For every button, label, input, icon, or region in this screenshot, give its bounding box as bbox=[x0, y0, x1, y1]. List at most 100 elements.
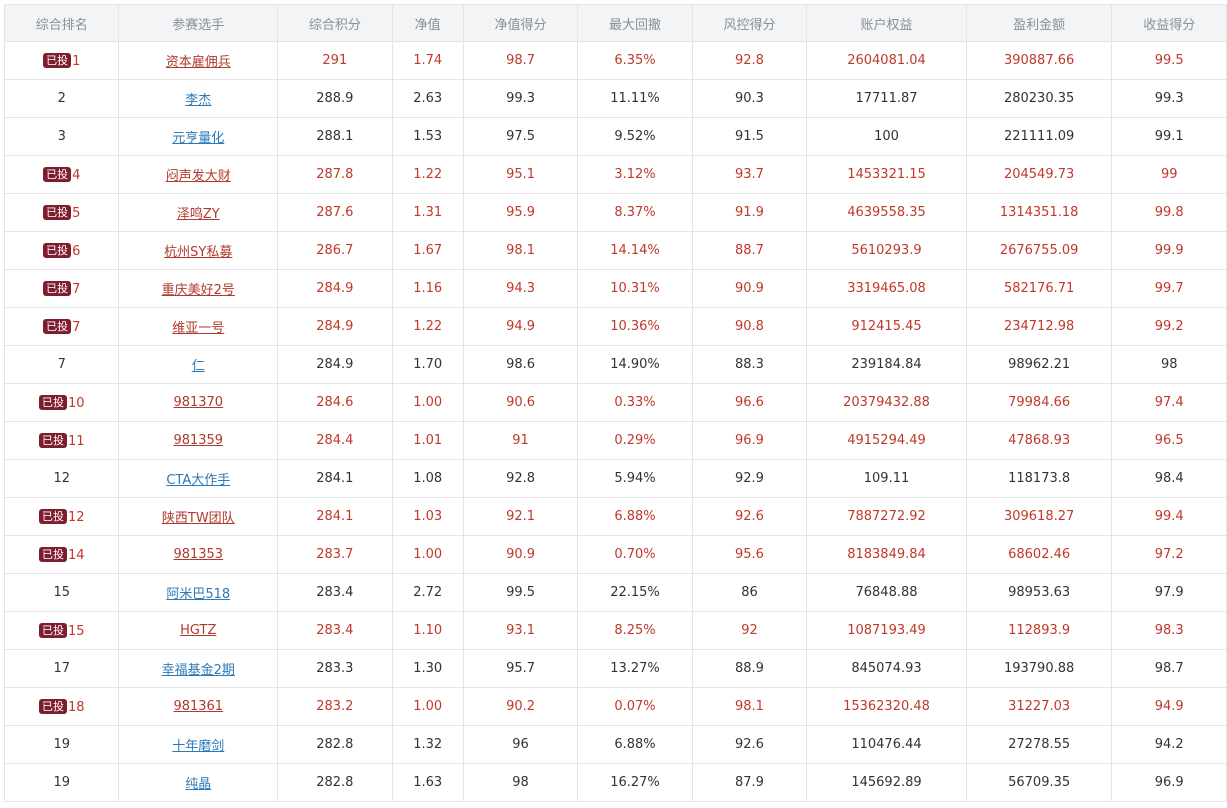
nav-score-cell: 90.2 bbox=[462, 687, 579, 726]
return-score-cell: 97.9 bbox=[1111, 573, 1227, 612]
header-nav: 净值 bbox=[391, 4, 464, 42]
player-link[interactable]: 十年磨剑 bbox=[172, 739, 225, 754]
player-link[interactable]: 981370 bbox=[173, 395, 224, 410]
score-cell: 284.1 bbox=[277, 459, 393, 498]
player-link[interactable]: 元亨量化 bbox=[172, 131, 225, 146]
rank-cell: 17 bbox=[3, 649, 120, 688]
player-link[interactable]: 泽鸣ZY bbox=[176, 207, 220, 222]
player-link[interactable]: 阿米巴518 bbox=[166, 587, 231, 602]
nav-score-cell: 99.5 bbox=[462, 573, 579, 612]
player-link[interactable]: HGTZ bbox=[180, 623, 217, 638]
table-row: 已投 6 杭州SY私募 286.7 1.67 98.1 14.14% 88.7 5610293.… bbox=[3, 231, 1227, 270]
equity-cell: 912415.45 bbox=[806, 307, 967, 346]
player-link[interactable]: CTA大作手 bbox=[166, 473, 231, 488]
player-link[interactable]: 维亚一号 bbox=[172, 321, 225, 336]
score-cell: 291 bbox=[277, 41, 393, 80]
risk-score-cell: 96.6 bbox=[691, 383, 808, 422]
profit-cell: 309618.27 bbox=[965, 497, 1113, 536]
player-link[interactable]: 资本雇佣兵 bbox=[165, 55, 231, 70]
risk-score-cell: 96.9 bbox=[691, 421, 808, 460]
player-link[interactable]: 仁 bbox=[191, 359, 205, 374]
equity-cell: 4639558.35 bbox=[806, 193, 967, 232]
table-body: 已投 1 资本雇佣兵 291 1.74 98.7 6.35% 92.8 2604081.04 39… bbox=[3, 41, 1227, 802]
table-header: 综合排名 参赛选手 综合积分 净值 净值得分 最大回撤 风控得分 账户权益 盈利… bbox=[3, 4, 1227, 42]
player-link[interactable]: 重庆美好2号 bbox=[161, 283, 235, 298]
invested-badge: 已投 bbox=[43, 204, 72, 220]
score-cell: 283.2 bbox=[277, 687, 393, 726]
nav-cell: 1.08 bbox=[391, 459, 464, 498]
player-cell: 李杰 bbox=[118, 79, 279, 118]
nav-cell: 1.74 bbox=[391, 41, 464, 80]
player-link[interactable]: 闷声发大财 bbox=[165, 169, 231, 184]
nav-cell: 1.10 bbox=[391, 611, 464, 650]
table-row: 已投 10 981370 284.6 1.00 90.6 0.33% 96.6 20379432… bbox=[3, 383, 1227, 422]
profit-cell: 31227.03 bbox=[965, 687, 1113, 726]
rank-value: 15 bbox=[53, 585, 70, 600]
header-score: 综合积分 bbox=[277, 4, 393, 42]
nav-score-cell: 91 bbox=[462, 421, 579, 460]
nav-cell: 2.72 bbox=[391, 573, 464, 612]
player-link[interactable]: 纯晶 bbox=[185, 777, 212, 792]
player-link[interactable]: 981359 bbox=[173, 433, 224, 448]
player-cell: 981361 bbox=[118, 687, 279, 726]
header-nav-score: 净值得分 bbox=[462, 4, 579, 42]
max-drawdown-cell: 0.33% bbox=[577, 383, 693, 422]
table-row: 已投 18 981361 283.2 1.00 90.2 0.07% 98.1 15362320… bbox=[3, 687, 1227, 726]
player-link[interactable]: 陕西TW团队 bbox=[161, 511, 235, 526]
score-cell: 283.7 bbox=[277, 535, 393, 574]
player-cell: 981353 bbox=[118, 535, 279, 574]
return-score-cell: 99.9 bbox=[1111, 231, 1227, 270]
profit-cell: 390887.66 bbox=[965, 41, 1113, 80]
player-link[interactable]: 981353 bbox=[173, 547, 224, 562]
max-drawdown-cell: 8.25% bbox=[577, 611, 693, 650]
max-drawdown-cell: 11.11% bbox=[577, 79, 693, 118]
profit-cell: 27278.55 bbox=[965, 725, 1113, 764]
table-row: 19 十年磨剑 282.8 1.32 96 6.88% 92.6 110476.44 27278… bbox=[3, 725, 1227, 764]
rank-value: 18 bbox=[67, 699, 85, 715]
player-link[interactable]: 幸福基金2期 bbox=[161, 663, 235, 678]
rank-value: 4 bbox=[72, 167, 81, 183]
nav-score-cell: 95.1 bbox=[462, 155, 579, 194]
player-cell: 阿米巴518 bbox=[118, 573, 279, 612]
profit-cell: 98953.63 bbox=[965, 573, 1113, 612]
invested-badge: 已投 bbox=[38, 508, 67, 524]
player-link[interactable]: 杭州SY私募 bbox=[164, 245, 233, 260]
risk-score-cell: 86 bbox=[691, 573, 808, 612]
nav-cell: 1.16 bbox=[391, 269, 464, 308]
player-link[interactable]: 981361 bbox=[173, 699, 224, 714]
player-cell: 元亨量化 bbox=[118, 117, 279, 156]
max-drawdown-cell: 6.35% bbox=[577, 41, 693, 80]
score-cell: 283.3 bbox=[277, 649, 393, 688]
equity-cell: 7887272.92 bbox=[806, 497, 967, 536]
score-cell: 284.9 bbox=[277, 345, 393, 384]
nav-cell: 1.31 bbox=[391, 193, 464, 232]
score-cell: 288.9 bbox=[277, 79, 393, 118]
rank-value: 19 bbox=[53, 775, 70, 790]
table-row: 15 阿米巴518 283.4 2.72 99.5 22.15% 86 76848.88 989… bbox=[3, 573, 1227, 612]
rank-cell: 已投 15 bbox=[3, 611, 120, 650]
table-row: 已投 11 981359 284.4 1.01 91 0.29% 96.9 4915294.49… bbox=[3, 421, 1227, 460]
rank-cell: 已投 10 bbox=[3, 383, 120, 422]
nav-cell: 1.03 bbox=[391, 497, 464, 536]
max-drawdown-cell: 14.14% bbox=[577, 231, 693, 270]
player-cell: 闷声发大财 bbox=[118, 155, 279, 194]
max-drawdown-cell: 6.88% bbox=[577, 725, 693, 764]
profit-cell: 221111.09 bbox=[965, 117, 1113, 156]
equity-cell: 145692.89 bbox=[806, 763, 967, 802]
max-drawdown-cell: 8.37% bbox=[577, 193, 693, 232]
player-link[interactable]: 李杰 bbox=[185, 93, 212, 108]
equity-cell: 1453321.15 bbox=[806, 155, 967, 194]
profit-cell: 204549.73 bbox=[965, 155, 1113, 194]
player-cell: 泽鸣ZY bbox=[118, 193, 279, 232]
rank-cell: 已投 11 bbox=[3, 421, 120, 460]
equity-cell: 15362320.48 bbox=[806, 687, 967, 726]
invested-badge: 已投 bbox=[38, 394, 67, 410]
rank-cell: 7 bbox=[3, 345, 120, 384]
rank-value: 7 bbox=[57, 357, 66, 372]
player-cell: CTA大作手 bbox=[118, 459, 279, 498]
player-cell: 纯晶 bbox=[118, 763, 279, 802]
rank-cell: 19 bbox=[3, 725, 120, 764]
table-row: 已投 7 维亚一号 284.9 1.22 94.9 10.36% 90.8 912415.45 2… bbox=[3, 307, 1227, 346]
nav-score-cell: 94.9 bbox=[462, 307, 579, 346]
risk-score-cell: 93.7 bbox=[691, 155, 808, 194]
